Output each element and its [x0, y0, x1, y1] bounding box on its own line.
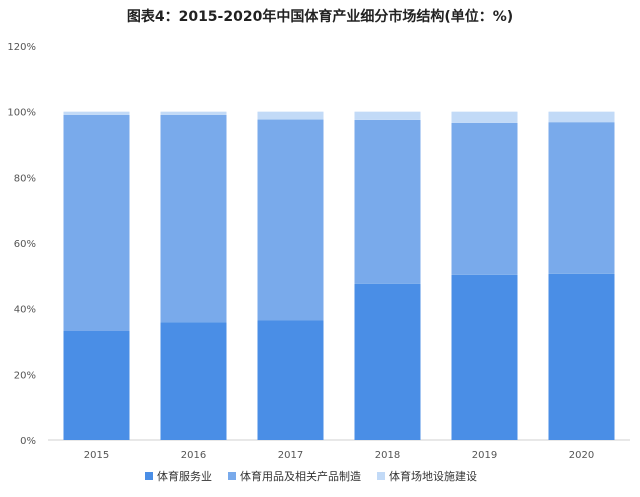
y-tick-label: 20%	[14, 370, 36, 381]
chart-title: 图表4：2015-2020年中国体育产业细分市场结构(单位：%)	[126, 9, 514, 25]
y-tick-label: 0%	[20, 436, 36, 447]
bar-segment	[548, 111, 615, 123]
y-tick-label: 100%	[7, 108, 36, 119]
bar-segment	[160, 114, 227, 323]
bar-segment	[451, 111, 518, 123]
bar-segment	[451, 122, 518, 275]
x-tick-label: 2018	[375, 450, 400, 461]
bar-segment	[257, 111, 324, 120]
y-axis: 0% 20% 40% 60% 80% 100% 120%	[7, 42, 36, 447]
bar-segment	[160, 322, 227, 440]
legend-label: 体育用品及相关产品制造	[240, 469, 361, 483]
bar-segment	[451, 274, 518, 440]
y-tick-label: 60%	[14, 239, 36, 250]
legend-swatch	[377, 472, 385, 480]
legend-swatch	[145, 472, 153, 480]
x-tick-label: 2019	[472, 450, 497, 461]
bar-segment	[257, 320, 324, 440]
bar-segment	[354, 283, 421, 440]
bar-segment	[548, 273, 615, 440]
bar-segment	[354, 119, 421, 284]
x-tick-label: 2017	[278, 450, 303, 461]
y-tick-label: 40%	[14, 305, 36, 316]
bar-segment	[548, 122, 615, 274]
x-axis: 2015 2016 2017 2018 2019 2020	[84, 450, 594, 461]
legend: 体育服务业 体育用品及相关产品制造 体育场地设施建设	[145, 469, 477, 483]
legend-swatch	[228, 472, 236, 480]
bar-segment	[63, 111, 130, 115]
bar-segment	[63, 114, 130, 331]
legend-label: 体育场地设施建设	[389, 469, 477, 483]
bar-segment	[160, 111, 227, 115]
bars	[63, 111, 615, 440]
y-tick-label: 120%	[7, 42, 36, 53]
y-tick-label: 80%	[14, 173, 36, 184]
x-tick-label: 2016	[181, 450, 206, 461]
x-tick-label: 2015	[84, 450, 109, 461]
bar-segment	[354, 111, 421, 120]
bar-segment	[257, 119, 324, 321]
bar-segment	[63, 330, 130, 440]
legend-label: 体育服务业	[157, 469, 212, 483]
x-tick-label: 2020	[569, 450, 594, 461]
